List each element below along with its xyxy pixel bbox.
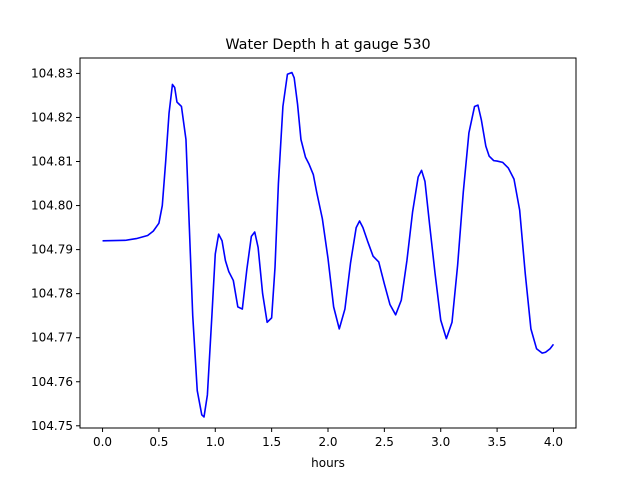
y-tick-label: 104.83 [31, 66, 73, 80]
x-tick-label: 4.0 [544, 435, 563, 449]
x-tick-label: 1.5 [262, 435, 281, 449]
x-tick-label: 2.0 [318, 435, 337, 449]
plot-area [79, 57, 577, 429]
x-tick-label: 3.5 [488, 435, 507, 449]
x-tick-label: 0.0 [93, 435, 112, 449]
x-axis-label: hours [311, 456, 345, 470]
y-tick-label: 104.77 [31, 331, 73, 345]
x-tick-label: 1.0 [206, 435, 225, 449]
x-tick-label: 0.5 [149, 435, 168, 449]
y-axis: 104.75 104.76 104.77 104.78 104.79 104.80 104.… [31, 66, 80, 433]
y-tick-label: 104.75 [31, 419, 73, 433]
series-line [102, 71, 555, 418]
y-tick-label: 104.81 [31, 155, 73, 169]
plot-background [80, 58, 576, 428]
x-tick-label: 2.5 [375, 435, 394, 449]
y-tick-label: 104.79 [31, 243, 73, 257]
chart-title: Water Depth h at gauge 530 [225, 37, 430, 53]
y-tick-label: 104.82 [31, 110, 73, 124]
y-tick-label: 104.80 [31, 199, 73, 213]
y-tick-label: 104.76 [31, 375, 73, 389]
x-tick-label: 3.0 [431, 435, 450, 449]
y-tick-label: 104.78 [31, 287, 73, 301]
x-axis: 0.0 0.5 1.0 1.5 2.0 2.5 3.0 3.5 4.0 [93, 428, 563, 449]
